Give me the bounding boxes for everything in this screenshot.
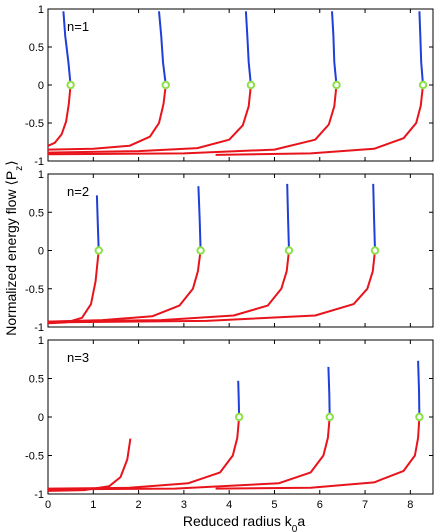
lower-branch-2 <box>48 250 202 323</box>
panel-label: n=2 <box>67 184 89 199</box>
lower-branch-2 <box>48 416 241 490</box>
y-tick-label: -0.5 <box>25 451 44 463</box>
lower-branch-2 <box>48 84 167 151</box>
lower-branch-1 <box>48 250 100 325</box>
x-tick-label: 1 <box>90 499 96 511</box>
x-tick-label: 4 <box>226 499 232 511</box>
x-tick-label: 0 <box>45 499 51 511</box>
y-tick-label: -0.5 <box>25 284 44 296</box>
lower-branch-1 <box>48 438 132 492</box>
cutoff-marker-1 <box>94 246 103 255</box>
lower-branch-4 <box>215 416 421 490</box>
x-tick-label: 8 <box>407 499 413 511</box>
upper-branch-2 <box>327 366 331 418</box>
lower-branch-4 <box>48 250 376 324</box>
y-tick-label: -0.5 <box>25 118 44 130</box>
x-axis-title: Reduced radius k0a <box>183 513 306 532</box>
plot-frame <box>47 8 434 162</box>
cutoff-marker-2 <box>161 80 170 90</box>
upper-branch-1 <box>62 11 72 86</box>
lower-branch-1 <box>48 84 72 147</box>
panel-2: -1 -0.5 0 0.5 1 n=2 <box>25 169 434 334</box>
y-tick-label: 1 <box>38 169 44 181</box>
y-tick-label: -1 <box>34 156 44 168</box>
upper-branch-2 <box>197 186 202 251</box>
lower-branch-5 <box>215 84 424 156</box>
panel-label: n=1 <box>67 19 89 34</box>
upper-branch-3 <box>244 11 252 86</box>
cutoff-marker-3 <box>284 246 294 255</box>
y-tick-label: 1 <box>38 4 44 16</box>
y-tick-label: 0 <box>38 412 44 424</box>
cutoff-marker-4 <box>332 80 341 90</box>
y-tick-label: 0.5 <box>29 42 44 54</box>
x-tick-label: 3 <box>181 499 187 511</box>
y-tick-label: 1 <box>38 335 44 347</box>
cutoff-marker-2 <box>196 246 205 255</box>
y-tick-label: 0.5 <box>29 207 44 219</box>
panel-3: 0 1 2 3 4 5 6 7 8 -1 -0.5 0 0.5 1 n=3 <box>25 335 434 511</box>
upper-branch-4 <box>331 11 338 86</box>
y-axis-title: Normalized energy flow ⟨Pz⟩ <box>3 160 25 335</box>
upper-branch-3 <box>417 360 421 418</box>
cutoff-marker-3 <box>246 80 256 90</box>
y-tick-label: 0.5 <box>29 374 44 386</box>
cutoff-marker-5 <box>418 80 428 90</box>
y-tick-label: 0 <box>38 80 44 92</box>
curves <box>48 183 376 325</box>
curves <box>48 360 421 492</box>
cutoff-marker-2 <box>325 412 334 422</box>
lower-branch-3 <box>48 84 252 154</box>
cutoff-marker-1 <box>234 412 244 422</box>
upper-branch-3 <box>286 183 290 251</box>
x-tick-label: 2 <box>136 499 142 511</box>
upper-branch-1 <box>95 195 100 251</box>
panel-label: n=3 <box>67 350 89 365</box>
upper-branch-4 <box>372 183 376 251</box>
lower-branch-3 <box>48 416 331 491</box>
cutoff-marker-1 <box>66 80 75 90</box>
x-tick-label: 7 <box>362 499 368 511</box>
lower-branch-3 <box>48 250 290 323</box>
cutoff-marker-3 <box>415 412 424 422</box>
panel-1: -1 -0.5 0 0.5 1 n=1 <box>25 4 434 168</box>
upper-branch-5 <box>418 11 424 86</box>
y-tick-label: 0 <box>38 246 44 258</box>
y-tick-label: -1 <box>34 322 44 334</box>
upper-branch-2 <box>158 11 167 86</box>
cutoff-marker-4 <box>370 246 380 255</box>
upper-branch-1 <box>237 380 241 418</box>
x-tick-label: 6 <box>317 499 323 511</box>
lower-branch-4 <box>48 84 338 156</box>
curves <box>48 11 424 156</box>
x-tick-label: 5 <box>271 499 277 511</box>
panels: -1-0.500.51n=1-1-0.500.51n=20 1 2 3 4 5 6 7 8-1-… <box>25 4 434 511</box>
y-tick-label: -1 <box>34 489 44 501</box>
